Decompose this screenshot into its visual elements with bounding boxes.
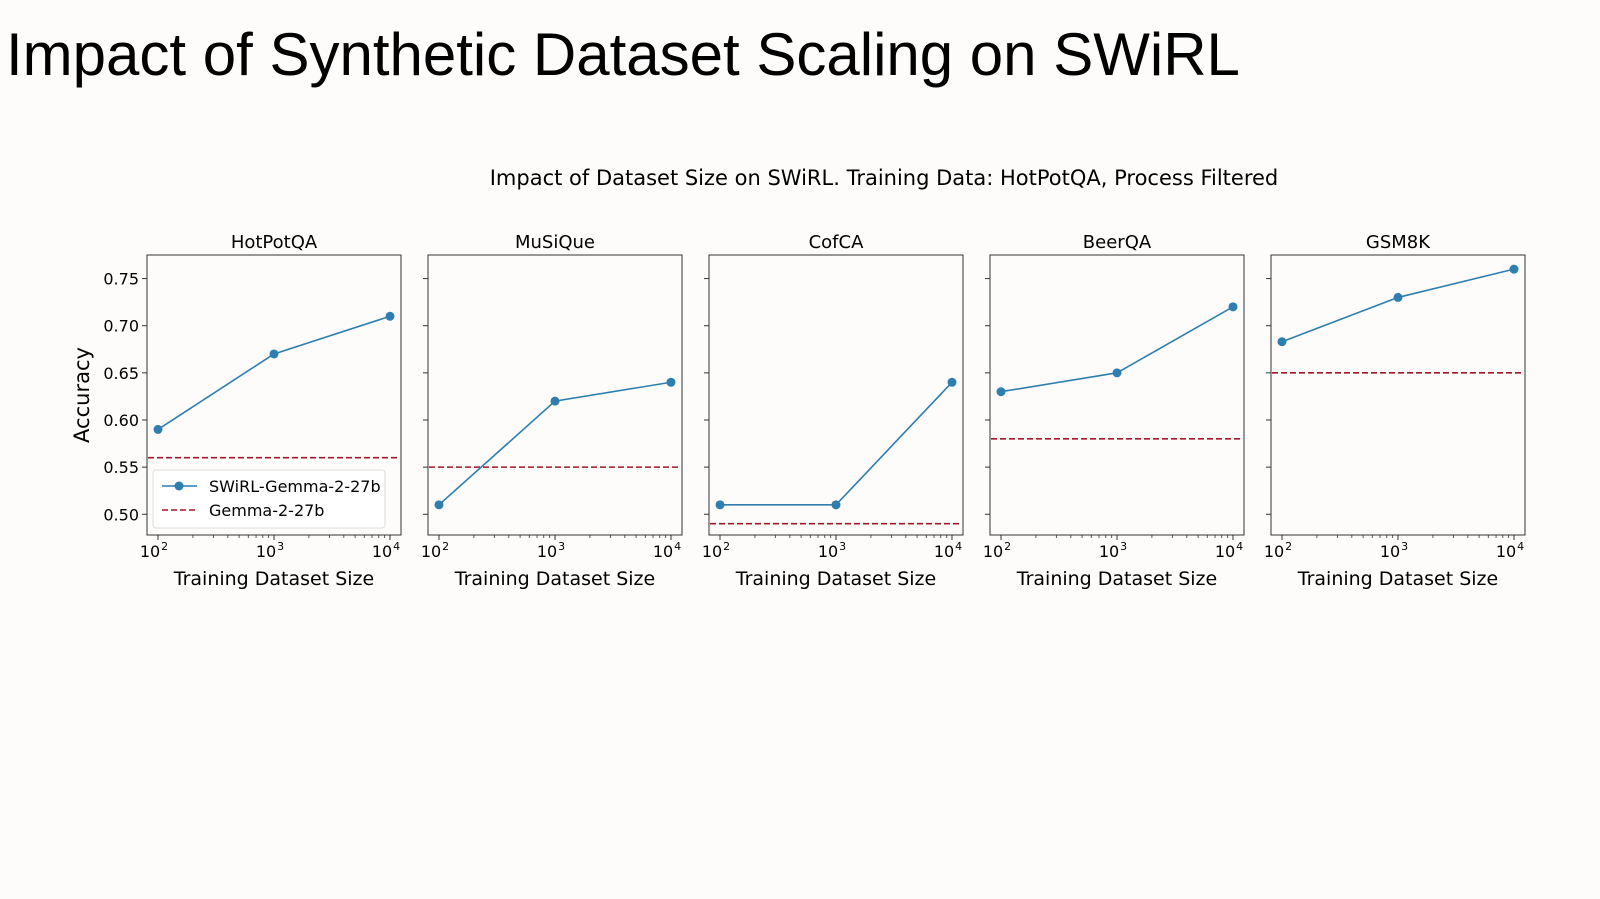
panel-title: GSM8K (1366, 232, 1431, 253)
series-line (157, 315, 391, 431)
x-tick-exponent: 2 (161, 540, 168, 553)
data-point (666, 377, 676, 387)
data-point (996, 387, 1006, 397)
data-point (1112, 368, 1122, 378)
panel-musique: MuSiQue 102 103 104 Training Dataset Size (421, 232, 683, 590)
panel-frame (1270, 254, 1526, 536)
x-tick-label: 103 (256, 540, 284, 561)
x-tick-label: 104 (1496, 540, 1524, 561)
panel-beerqa: BeerQA 102 103 104 Training Dataset Size (983, 232, 1245, 590)
y-tick-label: 0.55 (103, 458, 139, 477)
x-tick-label: 103 (818, 540, 846, 561)
data-point (947, 377, 957, 387)
x-tick-exponent: 3 (1120, 540, 1127, 553)
x-tick-exponent: 4 (1517, 540, 1524, 553)
y-tick-label: 0.70 (103, 317, 139, 336)
series-line (1000, 306, 1234, 393)
x-tick-exponent: 4 (393, 540, 400, 553)
y-tick-label: 0.50 (103, 505, 139, 524)
panel-frame (427, 254, 683, 536)
x-tick-label: 104 (653, 540, 681, 561)
data-point (1277, 337, 1287, 347)
legend-model-label: SWiRL-Gemma-2-27b (209, 477, 381, 496)
x-axis-label: Training Dataset Size (1016, 568, 1217, 590)
data-point (1393, 292, 1403, 302)
panel-cofca: CofCA 102 103 104 Training Dataset Size (702, 232, 964, 590)
x-tick-exponent: 3 (277, 540, 284, 553)
series-line (720, 381, 953, 506)
x-tick-label: 102 (421, 540, 449, 561)
x-tick-label: 103 (537, 540, 565, 561)
legend-box (152, 469, 386, 529)
legend-baseline-label: Gemma-2-27b (209, 501, 324, 520)
data-point (550, 396, 560, 406)
x-tick-exponent: 2 (1285, 540, 1292, 553)
x-axis-label: Training Dataset Size (173, 568, 374, 590)
y-tick-label: 0.75 (103, 270, 139, 289)
x-axis-label: Training Dataset Size (1297, 568, 1498, 590)
x-tick-label: 102 (702, 540, 730, 561)
slide-title: Impact of Synthetic Dataset Scaling on S… (6, 21, 1240, 88)
y-tick-label: 0.65 (103, 364, 139, 383)
data-point (715, 500, 725, 510)
x-tick-label: 103 (1099, 540, 1127, 561)
x-axis-label: Training Dataset Size (454, 568, 655, 590)
panel-gsm8k: GSM8K 102 103 104 Training Dataset Size (1264, 232, 1526, 590)
data-point (1228, 302, 1238, 312)
chart-suptitle: Impact of Dataset Size on SWiRL. Trainin… (490, 166, 1279, 190)
x-tick-exponent: 2 (1004, 540, 1011, 553)
x-tick-label: 102 (140, 540, 168, 561)
x-tick-exponent: 4 (955, 540, 962, 553)
panel-frame (989, 254, 1245, 536)
panel-frame (708, 254, 964, 536)
x-tick-exponent: 2 (442, 540, 449, 553)
panel-frame (146, 254, 402, 536)
x-tick-label: 102 (1264, 540, 1292, 561)
x-tick-label: 102 (983, 540, 1011, 561)
panel-title: BeerQA (1083, 232, 1152, 253)
x-tick-exponent: 4 (674, 540, 681, 553)
x-tick-label: 104 (372, 540, 400, 561)
panel-hotpotqa: HotPotQA 0.50 0.55 0.60 0.65 0.70 0.75 102 103 10… (103, 232, 402, 590)
x-tick-exponent: 3 (558, 540, 565, 553)
panel-title: HotPotQA (231, 232, 318, 253)
legend-model-marker (174, 481, 184, 491)
data-point (434, 500, 444, 510)
x-tick-exponent: 3 (839, 540, 846, 553)
panel-title: CofCA (809, 232, 864, 253)
y-tick-label: 0.60 (103, 411, 139, 430)
x-tick-exponent: 3 (1401, 540, 1408, 553)
data-point (269, 349, 279, 359)
y-axis-label: Accuracy (70, 347, 94, 443)
data-point (153, 424, 163, 434)
x-tick-label: 104 (934, 540, 962, 561)
x-tick-label: 103 (1380, 540, 1408, 561)
data-point (385, 311, 395, 321)
x-tick-exponent: 4 (1236, 540, 1243, 553)
legend: SWiRL-Gemma-2-27b Gemma-2-27b (152, 469, 386, 529)
data-point (831, 500, 841, 510)
x-axis-label: Training Dataset Size (735, 568, 936, 590)
x-tick-label: 104 (1215, 540, 1243, 561)
series-line (1281, 268, 1515, 343)
data-point (1509, 264, 1519, 274)
panel-title: MuSiQue (515, 232, 595, 253)
x-tick-exponent: 2 (723, 540, 730, 553)
